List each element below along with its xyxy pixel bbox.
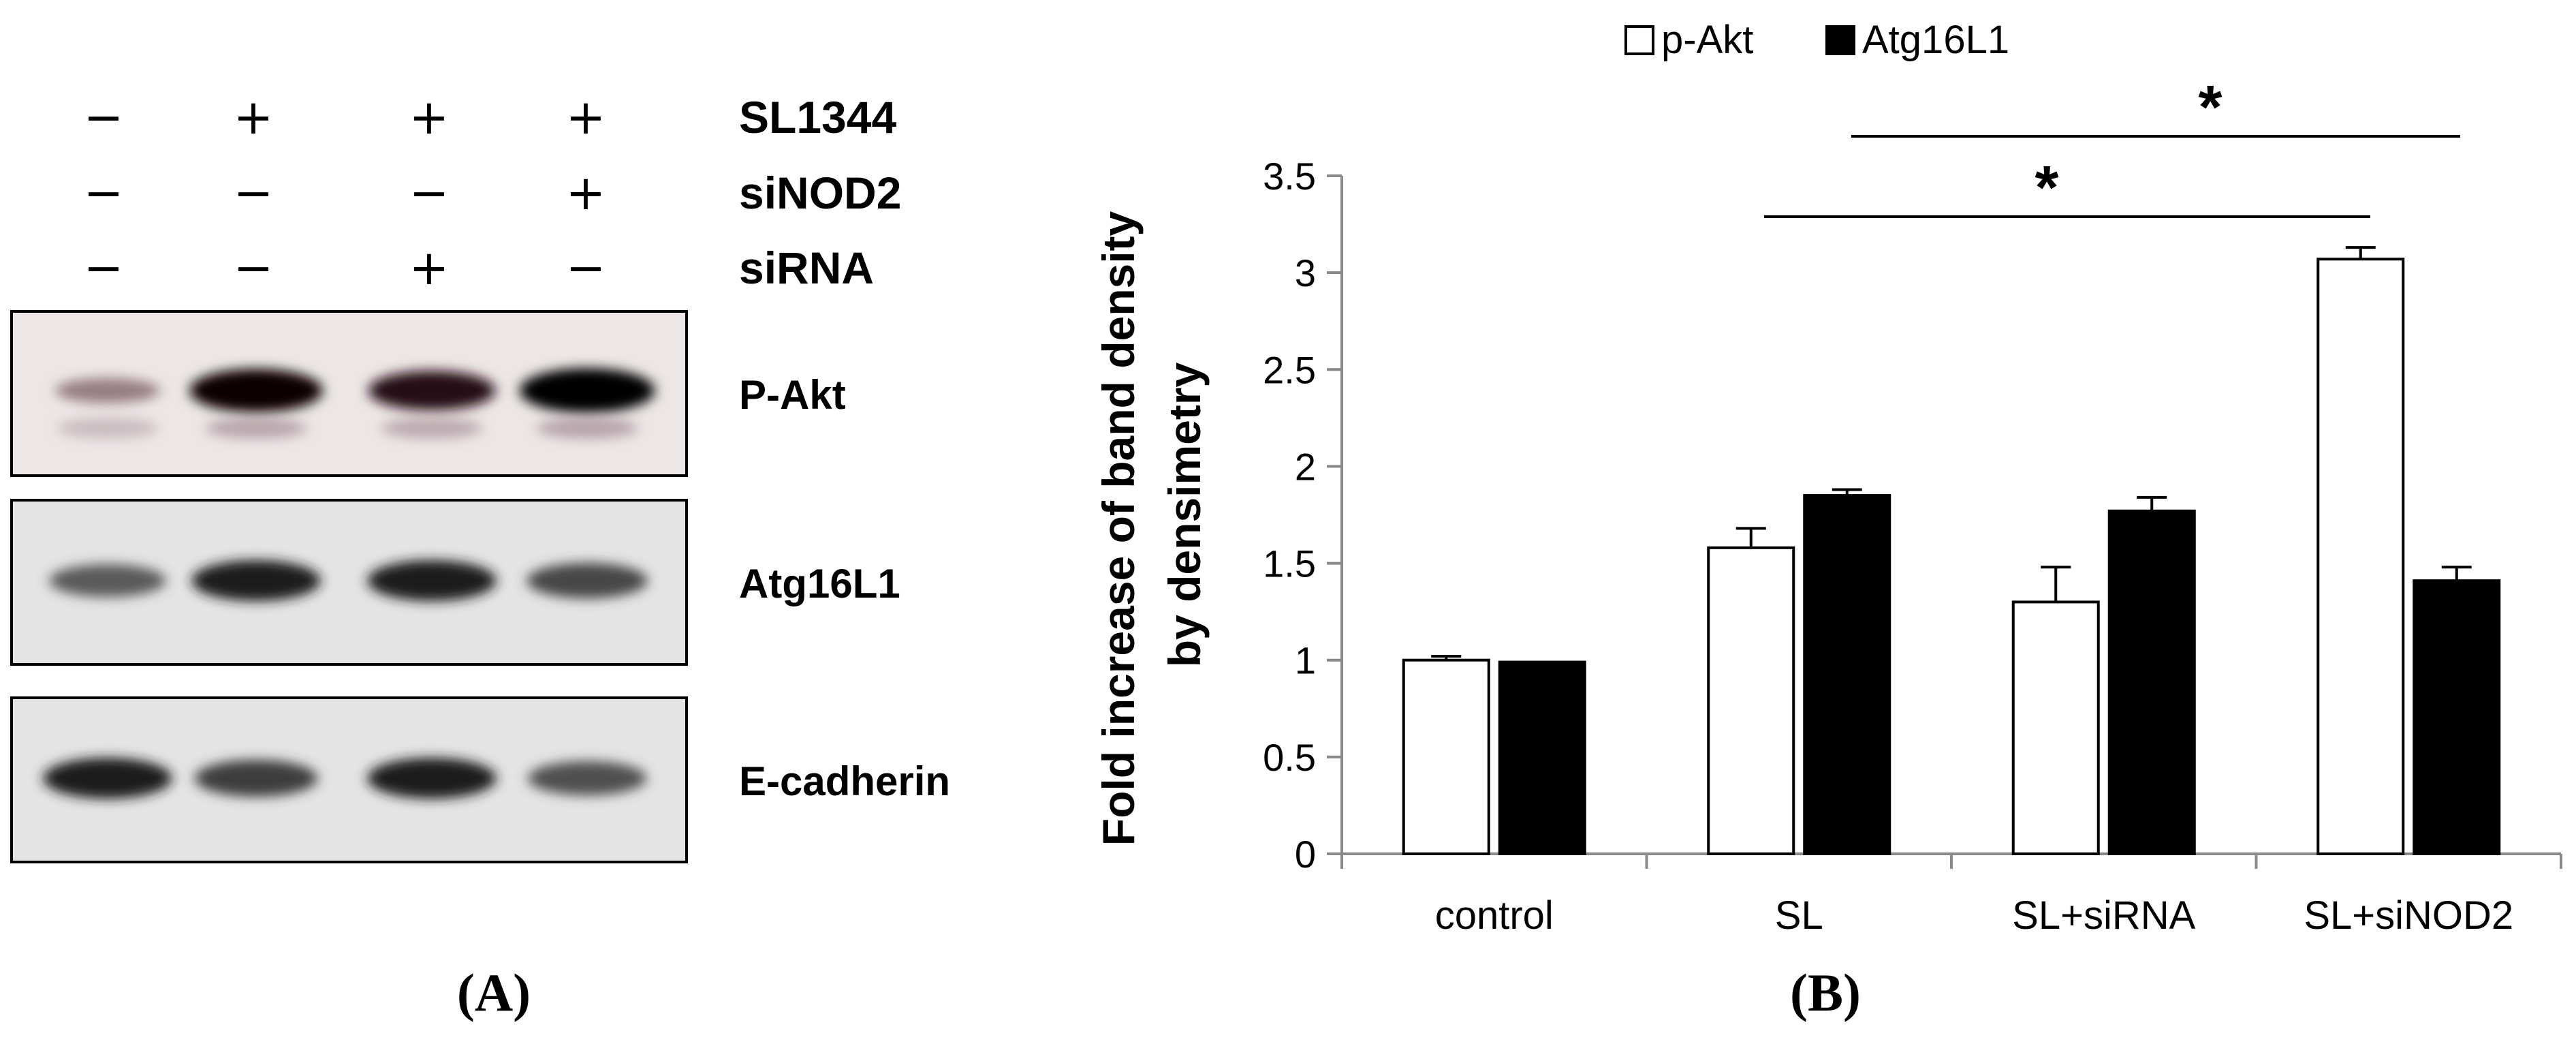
blot-label: E-cadherin: [739, 758, 951, 804]
legend-item-atg16l1: Atg16L1: [1825, 20, 2009, 60]
treatment-sign: +: [409, 240, 450, 296]
blot-label: P-Akt: [739, 371, 846, 418]
y-tick-label: 0.5: [1263, 736, 1316, 779]
y-axis-label-line1: Fold increase of band density: [1093, 211, 1144, 846]
blot-label: Atg16L1: [739, 560, 900, 606]
blot-band: [194, 759, 318, 797]
blot-band: [54, 378, 160, 403]
x-tick-label: SL: [1775, 893, 1823, 938]
blot-panel: [10, 696, 688, 863]
y-tick-label: 0: [1295, 833, 1316, 876]
treatment-label: SL1344: [739, 92, 897, 142]
treatment-sign: −: [233, 240, 274, 296]
significance-star: *: [2035, 154, 2058, 222]
significance-star: *: [2198, 74, 2222, 142]
y-tick-label: 3.5: [1263, 155, 1316, 198]
blot-band: [189, 369, 323, 413]
y-axis-label-line2: by densimetry: [1159, 362, 1210, 667]
treatment-sign: +: [409, 89, 450, 145]
x-tick-label: SL+siNOD2: [2304, 893, 2513, 938]
treatment-sign: −: [409, 165, 450, 221]
blot-band-secondary: [205, 417, 307, 439]
y-tick-label: 2.5: [1263, 348, 1316, 391]
blot-band: [49, 564, 166, 598]
blot-panel: [10, 310, 688, 477]
blot-band: [527, 562, 648, 599]
blot-band: [527, 760, 647, 796]
legend-label-p-akt: p-Akt: [1661, 18, 1754, 62]
bar-atg16l1: [2413, 579, 2501, 856]
blot-band: [368, 371, 496, 411]
blot-band: [43, 758, 172, 799]
treatment-sign: +: [233, 89, 274, 145]
blot-band: [367, 758, 497, 799]
treatment-sign: +: [565, 165, 606, 221]
panel-b-caption: (B): [1790, 963, 1861, 1022]
treatment-sign: +: [565, 89, 606, 145]
blot-band-secondary: [57, 417, 159, 439]
panel-a-caption: (A): [456, 963, 531, 1022]
blot-panel: [10, 499, 688, 666]
treatment-sign: −: [565, 240, 606, 296]
treatment-sign: −: [83, 89, 124, 145]
bar-atg16l1: [1498, 660, 1586, 855]
legend-swatch-atg16l1: [1825, 25, 1855, 55]
blot-band: [519, 368, 655, 414]
blot-band-secondary: [536, 417, 638, 439]
legend-label-atg16l1: Atg16L1: [1862, 18, 2010, 62]
bar-atg16l1: [1803, 494, 1891, 855]
y-tick-label: 3: [1295, 251, 1316, 294]
treatment-sign: −: [83, 240, 124, 296]
y-tick-label: 2: [1295, 445, 1316, 488]
blot-band: [191, 560, 321, 602]
treatment-sign: −: [83, 165, 124, 221]
x-tick-label: control: [1435, 893, 1554, 938]
bar-p-akt: [2011, 600, 2100, 856]
treatment-label: siRNA: [739, 243, 875, 293]
treatment-label: siNOD2: [739, 168, 902, 218]
blot-band-secondary: [381, 417, 483, 439]
bar-p-akt: [2316, 258, 2405, 855]
legend-swatch-p-akt: [1624, 25, 1654, 55]
treatment-sign: −: [233, 165, 274, 221]
y-tick-label: 1: [1295, 639, 1316, 682]
bar-atg16l1: [2107, 509, 2196, 855]
blot-band: [367, 560, 497, 602]
y-tick-label: 1.5: [1263, 542, 1316, 585]
legend-item-p-akt: p-Akt: [1624, 20, 1753, 60]
x-tick-label: SL+siRNA: [2012, 893, 2195, 938]
bar-p-akt: [1402, 658, 1490, 855]
bar-p-akt: [1707, 546, 1795, 855]
